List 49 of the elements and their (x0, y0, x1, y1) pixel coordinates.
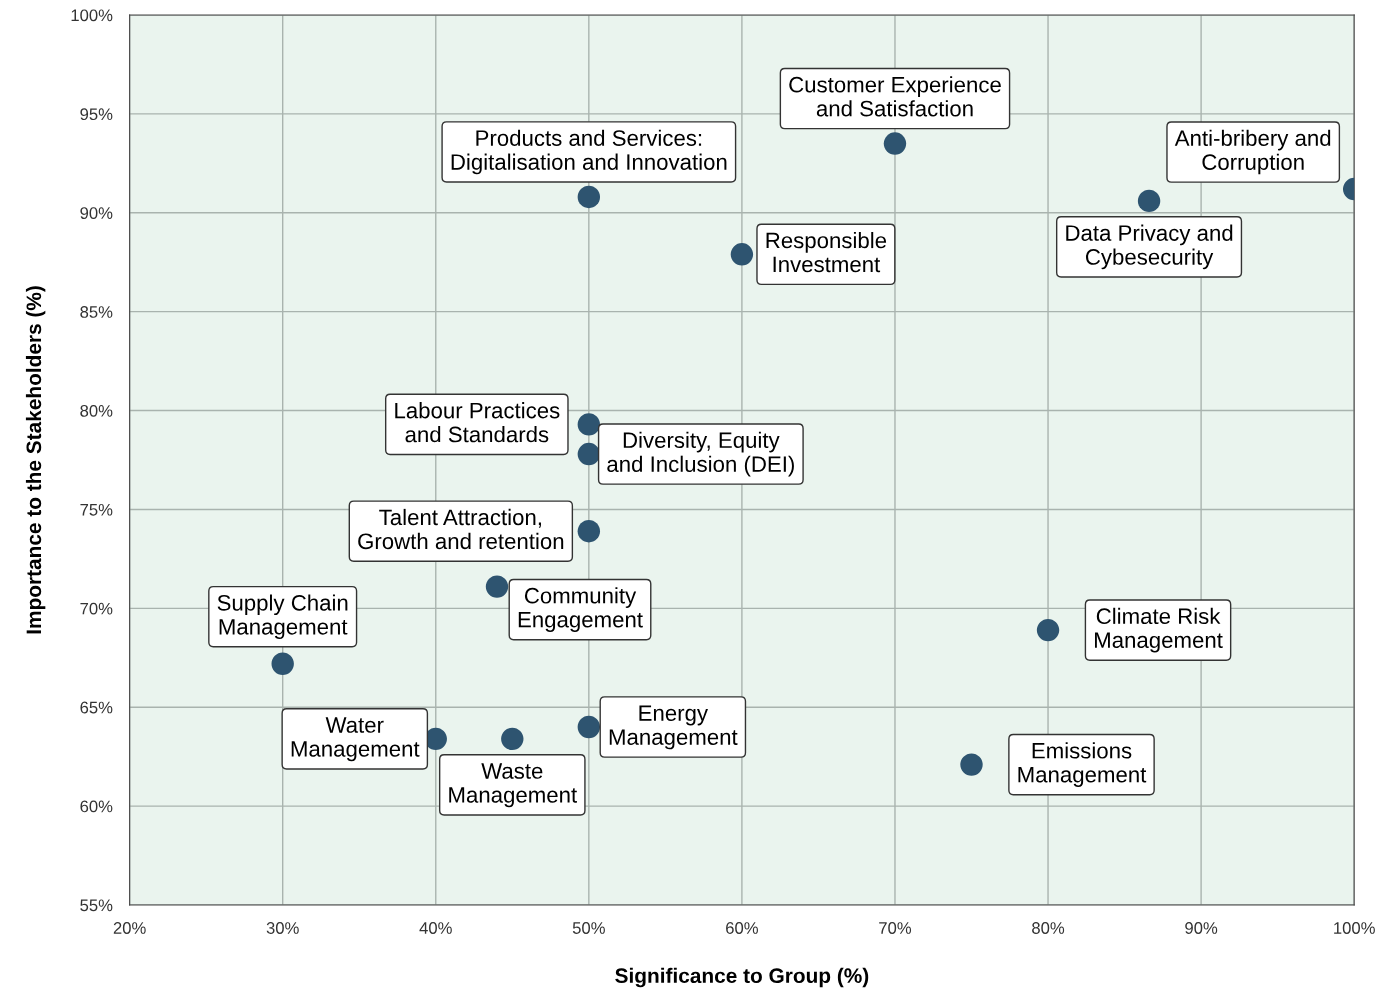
annotation: Climate Risk Management (1095, 607, 1223, 653)
annotation: Products and Services: Digitalisation and Innovation (451, 129, 727, 175)
x-tick-label: 70% (879, 922, 912, 934)
annotation: Community Engagement (518, 587, 643, 632)
point (485, 575, 509, 598)
y-tick-label: 65% (80, 701, 113, 714)
annotation: Responsible Investment (766, 231, 887, 273)
point (577, 715, 601, 739)
point (577, 413, 601, 436)
annotation: Data Privacy and Cybesecurity (1066, 224, 1233, 270)
annotation: Waste Management (449, 763, 577, 808)
annotation: Emissions Management (1018, 742, 1147, 787)
annotation: Labour Practices and Standards (395, 402, 560, 443)
point (577, 520, 601, 543)
x-tick-label: 40% (419, 922, 452, 934)
y-tick-label: 75% (80, 503, 113, 516)
point (271, 652, 294, 675)
y-tick-label: 85% (80, 306, 113, 318)
point (1137, 189, 1161, 213)
y-tick-label: 100% (71, 9, 113, 22)
y-tick-label: 60% (80, 800, 113, 813)
point (730, 243, 754, 266)
y-tick-label: 55% (80, 899, 113, 912)
x-tick-label: 100% (1334, 922, 1375, 934)
y-tick-label: 90% (80, 207, 113, 219)
y-tick-label: 80% (80, 404, 113, 417)
point (501, 727, 524, 751)
x-tick-label: 50% (572, 922, 605, 934)
point (577, 185, 601, 209)
x-tick-label: 60% (726, 922, 758, 934)
point (1036, 618, 1060, 642)
annotation: Energy Management (609, 705, 738, 750)
y-axis-title: Importance to the Stakeholders (%) (25, 286, 46, 634)
annotation: Customer Experience and Satisfaction (789, 76, 1001, 117)
annotation: Talent Attraction, Growth and retention (358, 508, 564, 550)
annotation: Diversity, Equity and Inclusion (DEI) (607, 431, 794, 477)
x-axis-title: Significance to Group (%) (615, 967, 869, 988)
annotation: Supply Chain Management (217, 594, 348, 640)
point (883, 132, 907, 155)
y-tick-label: 95% (80, 108, 113, 121)
point (577, 442, 601, 466)
x-tick-label: 90% (1185, 922, 1218, 934)
point (960, 753, 983, 776)
x-tick-label: 20% (113, 922, 146, 934)
x-tick-label: 80% (1032, 922, 1065, 934)
y-tick-label: 70% (80, 602, 113, 615)
annotation: Water Management (291, 717, 420, 762)
x-tick-label: 30% (266, 922, 299, 934)
annotation: Anti-bribery and Corruption (1174, 129, 1331, 175)
